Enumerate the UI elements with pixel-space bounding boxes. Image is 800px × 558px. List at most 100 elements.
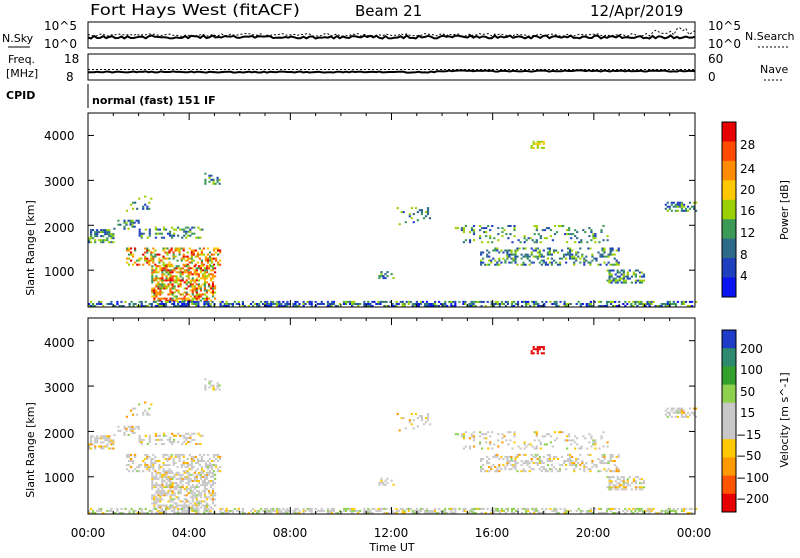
echo-cell: [410, 508, 412, 510]
echo-cell: [154, 256, 156, 258]
echo-cell: [623, 276, 625, 278]
echo-cell: [512, 460, 514, 462]
echo-cell: [627, 276, 629, 278]
echo-cell: [640, 301, 642, 303]
echo-cell: [199, 229, 201, 231]
echo-cell: [192, 494, 194, 496]
echo-cell: [108, 241, 110, 243]
echo-cell: [516, 264, 518, 266]
echo-cell: [539, 460, 541, 462]
echo-cell: [420, 301, 422, 303]
echo-cell: [487, 241, 489, 243]
echo-cell: [195, 510, 197, 512]
echo-cell: [192, 294, 194, 296]
echo-cell: [90, 448, 92, 450]
echo-cell: [188, 281, 190, 283]
echo-cell: [353, 510, 355, 512]
echo-cell: [194, 478, 196, 480]
echo-cell: [579, 468, 581, 470]
echo-cell: [377, 510, 379, 512]
echo-cell: [106, 510, 108, 512]
echo-cell: [106, 435, 108, 437]
echo-cell: [217, 385, 219, 387]
echo-cell: [98, 508, 100, 510]
echo-cell: [448, 508, 450, 510]
echo-cell: [494, 264, 496, 266]
echo-cell: [193, 250, 195, 252]
echo-cell: [204, 505, 206, 507]
echo-cell: [331, 303, 333, 305]
echo-cell: [479, 237, 481, 239]
echo-cell: [193, 458, 195, 460]
echo-cell: [169, 486, 171, 488]
echo-cell: [194, 492, 196, 494]
echo-cell: [516, 454, 518, 456]
echo-cell: [549, 454, 551, 456]
echo-cell: [594, 233, 596, 235]
echo-cell: [537, 143, 539, 145]
echo-cell: [169, 494, 171, 496]
echo-cell: [487, 301, 489, 303]
echo-cell: [130, 248, 132, 250]
xtick-0000: 00:00: [71, 526, 106, 540]
echo-cell: [599, 256, 601, 258]
echo-cell: [521, 470, 523, 472]
echo-cell: [126, 262, 128, 264]
echo-cell: [311, 508, 313, 510]
echo-cell: [525, 264, 527, 266]
echo-cell: [123, 226, 125, 228]
echo-cell: [132, 220, 134, 222]
echo-cell: [191, 466, 193, 468]
echo-cell: [219, 252, 221, 254]
echo-cell: [307, 301, 309, 303]
echo-cell: [212, 292, 214, 294]
echo-cell: [679, 206, 681, 208]
echo-cell: [190, 279, 192, 281]
echo-cell: [199, 237, 201, 239]
echo-cell: [181, 510, 183, 512]
echo-cell: [144, 462, 146, 464]
echo-cell: [196, 294, 198, 296]
echo-cell: [153, 292, 155, 294]
echo-cell: [331, 510, 333, 512]
echo-cell: [162, 454, 164, 456]
echo-cell: [363, 301, 365, 303]
echo-cell: [155, 496, 157, 498]
echo-cell: [183, 254, 185, 256]
echo-cell: [673, 206, 675, 208]
echo-cell: [183, 508, 185, 510]
echo-cell: [210, 175, 212, 177]
echo-cell: [480, 470, 482, 472]
echo-cell: [102, 229, 104, 231]
echo-cell: [270, 508, 272, 510]
echo-cell: [155, 443, 157, 445]
echo-cell: [531, 460, 533, 462]
echo-cell: [523, 256, 525, 258]
echo-cell: [190, 267, 192, 269]
echo-cell: [151, 303, 153, 305]
echo-cell: [171, 510, 173, 512]
echo-cell: [155, 292, 157, 294]
echo-cell: [612, 460, 614, 462]
echo-cell: [149, 435, 151, 437]
echo-cell: [214, 494, 216, 496]
echo-cell: [102, 437, 104, 439]
echo-cell: [195, 456, 197, 458]
echo-cell: [471, 227, 473, 229]
echo-cell: [541, 256, 543, 258]
echo-cell: [641, 482, 643, 484]
echo-cell: [685, 508, 687, 510]
echo-cell: [177, 303, 179, 305]
echo-cell: [178, 298, 180, 300]
echo-cell: [480, 264, 482, 266]
velocity-ylabel: Slant Range [km]: [24, 402, 37, 498]
echo-cell: [475, 301, 477, 303]
echo-cell: [597, 252, 599, 254]
echo-cell: [90, 435, 92, 437]
echo-cell: [691, 508, 693, 510]
echo-cell: [486, 254, 488, 256]
echo-cell: [383, 301, 385, 303]
echo-cell: [561, 464, 563, 466]
echo-cell: [487, 225, 489, 227]
echo-cell: [197, 254, 199, 256]
